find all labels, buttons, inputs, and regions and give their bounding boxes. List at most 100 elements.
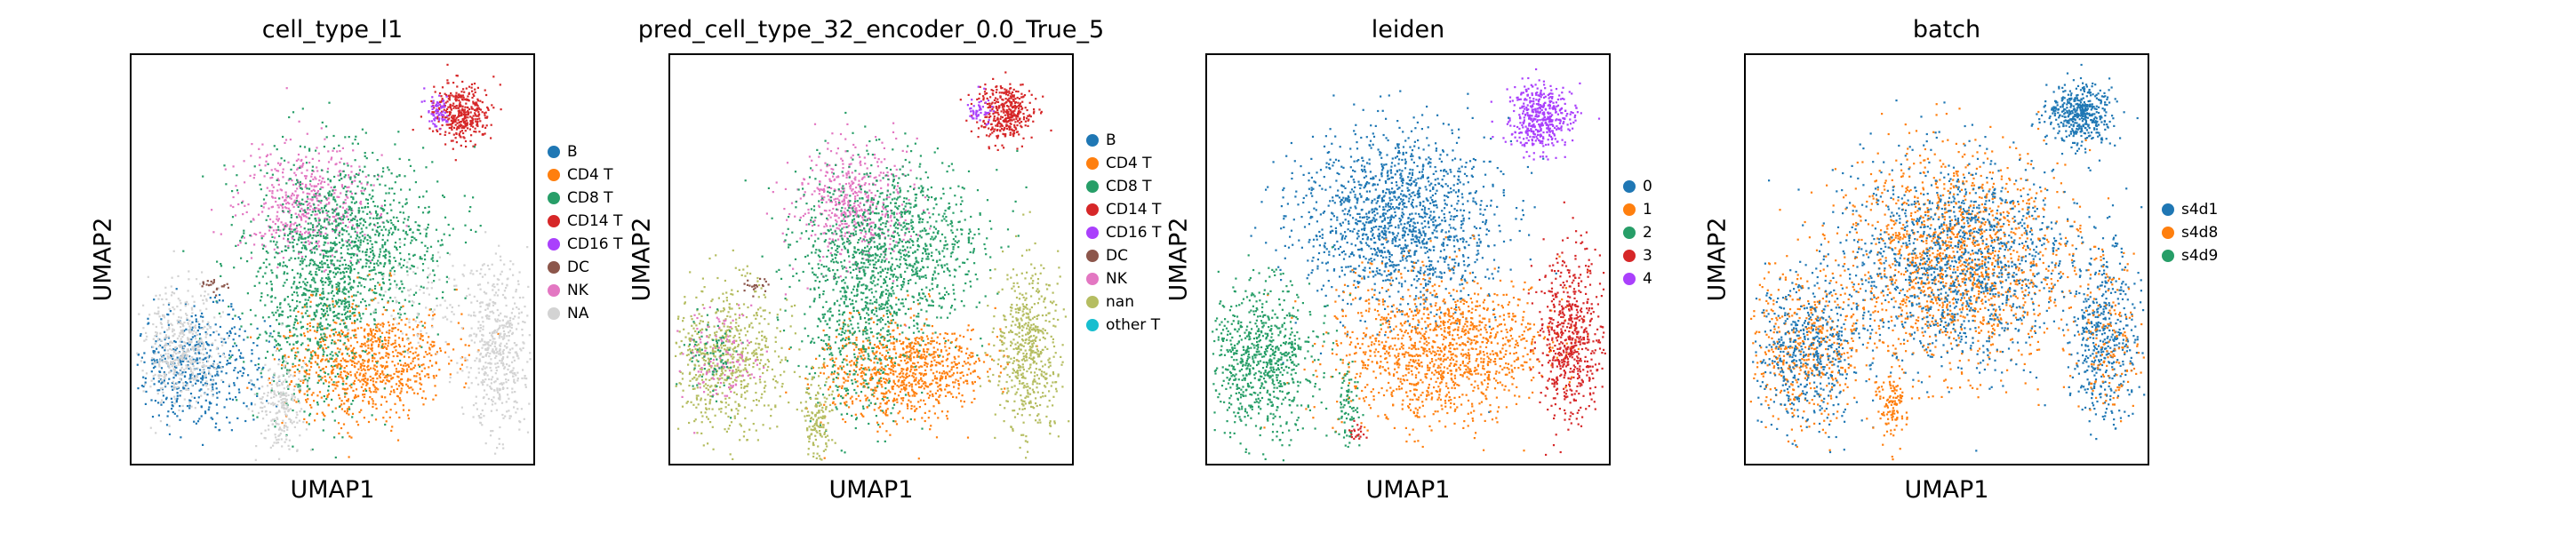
scatter-point <box>311 448 314 451</box>
scatter-point <box>472 100 475 103</box>
scatter-point <box>368 274 371 276</box>
scatter-point <box>292 201 295 203</box>
scatter-point <box>260 398 263 401</box>
scatter-point <box>398 263 401 266</box>
scatter-point <box>308 209 311 211</box>
scatter-point <box>173 386 176 388</box>
scatter-point <box>256 378 259 381</box>
scatter-point <box>260 296 263 298</box>
scatter-point <box>179 331 181 334</box>
scatter-point <box>182 250 185 252</box>
scatter-point <box>361 187 364 189</box>
scatter-point <box>436 125 438 128</box>
scatter-point <box>338 179 340 181</box>
scatter-point <box>371 398 373 401</box>
scatter-point <box>285 361 288 363</box>
scatter-point <box>169 345 172 347</box>
scatter-point <box>355 304 357 306</box>
scatter-point <box>292 409 294 412</box>
scatter-point <box>351 348 355 351</box>
scatter-point <box>172 383 176 386</box>
scatter-point <box>417 224 420 227</box>
scatter-point <box>270 282 273 286</box>
scatter-point <box>439 349 442 352</box>
scatter-point <box>337 233 340 236</box>
scatter-point <box>353 346 356 349</box>
scatter-point <box>334 208 338 211</box>
scatter-point <box>366 212 369 215</box>
scatter-point <box>463 264 466 266</box>
scatter-point <box>287 337 290 339</box>
scatter-point <box>315 244 317 248</box>
scatter-point <box>295 314 298 318</box>
scatter-point <box>215 347 218 351</box>
scatter-point <box>312 226 315 228</box>
scatter-point <box>265 413 268 416</box>
scatter-point <box>456 362 459 364</box>
scatter-point <box>411 346 413 349</box>
scatter-point <box>352 307 355 310</box>
scatter-point <box>217 374 220 377</box>
scatter-point <box>310 318 313 321</box>
scatter-point <box>362 375 364 378</box>
scatter-point <box>328 219 331 221</box>
scatter-point <box>319 369 322 372</box>
scatter-point <box>190 405 193 408</box>
scatter-point <box>164 353 167 355</box>
scatter-point <box>343 286 346 289</box>
scatter-point <box>372 278 374 281</box>
scatter-point <box>436 104 439 107</box>
scatter-point <box>377 264 380 266</box>
scatter-point <box>401 338 404 340</box>
scatter-point <box>289 383 292 386</box>
scatter-point <box>432 375 435 378</box>
scatter-point <box>276 319 278 322</box>
scatter-point <box>290 228 292 231</box>
scatter-point <box>432 259 435 262</box>
scatter-point <box>343 287 346 290</box>
scatter-point <box>189 359 193 362</box>
scatter-point <box>518 297 522 299</box>
scatter-point <box>335 251 338 253</box>
scatter-point <box>337 338 340 342</box>
scatter-point <box>297 322 300 324</box>
scatter-point <box>332 134 335 138</box>
scatter-point <box>489 331 492 334</box>
scatter-point <box>154 400 156 402</box>
scatter-point <box>459 102 461 106</box>
scatter-point <box>292 237 294 240</box>
scatter-point <box>359 354 362 357</box>
scatter-point <box>458 132 460 135</box>
scatter-point <box>325 336 328 338</box>
scatter-point <box>380 286 383 289</box>
scatter-point <box>311 195 314 199</box>
scatter-point <box>508 370 512 374</box>
scatter-point <box>346 399 348 402</box>
scatter-point <box>292 334 295 337</box>
scatter-point <box>383 263 386 266</box>
scatter-point <box>347 211 349 214</box>
scatter-point <box>202 298 204 301</box>
scatter-point <box>230 327 234 330</box>
scatter-point <box>435 109 437 112</box>
scatter-point <box>159 332 162 335</box>
scatter-point <box>176 382 179 385</box>
scatter-point <box>408 300 411 303</box>
scatter-point <box>299 263 301 266</box>
scatter-point <box>188 278 190 281</box>
scatter-point <box>301 107 304 110</box>
scatter-point <box>337 301 340 304</box>
scatter-point <box>452 121 455 123</box>
scatter-point <box>325 276 328 280</box>
scatter-point <box>378 352 380 354</box>
scatter-point <box>296 179 299 181</box>
scatter-point <box>167 337 171 339</box>
scatter-point <box>446 343 449 346</box>
scatter-point <box>384 367 387 370</box>
scatter-point <box>359 345 362 347</box>
scatter-point <box>181 355 185 358</box>
scatter-point <box>292 420 295 423</box>
scatter-point <box>350 285 353 288</box>
scatter-point <box>463 110 466 114</box>
scatter-point <box>194 324 196 327</box>
